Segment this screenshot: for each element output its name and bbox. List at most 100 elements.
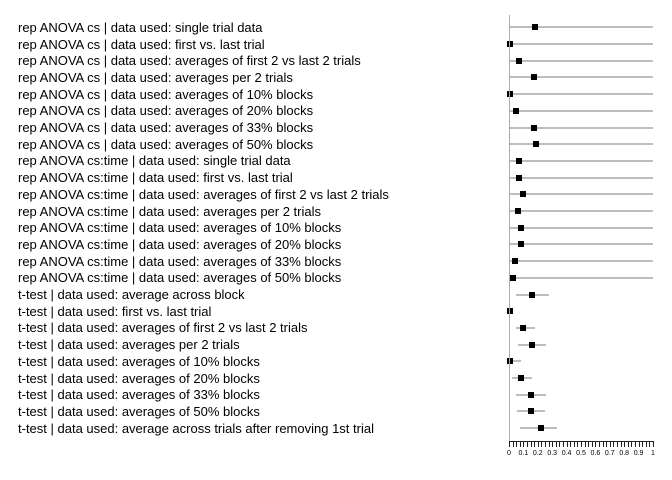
- x-axis-tick: [584, 442, 586, 447]
- data-point-marker: [537, 425, 544, 432]
- x-axis-tick: [653, 442, 654, 447]
- x-axis-tick: [627, 442, 629, 447]
- error-bar: [509, 360, 521, 363]
- data-point-marker: [516, 57, 523, 64]
- error-bar: [509, 226, 653, 229]
- x-axis-tick: [595, 442, 597, 447]
- x-axis-tick: [602, 442, 604, 447]
- row-label: rep ANOVA cs | data used: averages per 2…: [18, 69, 293, 85]
- x-axis-tick: [642, 442, 644, 447]
- error-bar: [509, 143, 653, 146]
- x-axis-tick: [559, 442, 561, 447]
- x-axis-tick: [606, 442, 608, 447]
- data-point-marker: [507, 91, 514, 98]
- data-point-marker: [507, 358, 514, 365]
- x-axis-tick: [530, 442, 532, 447]
- error-bar: [509, 176, 653, 179]
- x-axis-tick-label: 1: [651, 450, 655, 457]
- x-axis-tick: [591, 442, 593, 447]
- x-axis-tick: [635, 442, 636, 447]
- x-axis-tick: [545, 442, 546, 447]
- x-axis-tick: [609, 442, 611, 447]
- row-label: t-test | data used: average across trial…: [18, 420, 374, 436]
- row-label: rep ANOVA cs | data used: first vs. last…: [18, 36, 265, 52]
- x-axis-tick: [624, 442, 626, 447]
- data-point-marker: [531, 124, 538, 131]
- data-point-marker: [528, 391, 535, 398]
- y-axis-line: [509, 15, 510, 441]
- x-axis-tick-label: 0.8: [619, 450, 630, 457]
- x-axis-tick: [509, 442, 510, 447]
- row-label: rep ANOVA cs | data used: averages of 33…: [18, 120, 314, 135]
- error-bar: [509, 243, 653, 246]
- data-point-marker: [516, 157, 523, 164]
- data-point-marker: [513, 107, 520, 114]
- x-axis-tick: [617, 442, 618, 447]
- x-axis-tick: [512, 442, 514, 447]
- error-bar: [509, 159, 653, 162]
- data-point-marker: [529, 291, 536, 298]
- error-bar: [509, 126, 653, 129]
- x-axis-tick: [599, 442, 600, 447]
- row-label: rep ANOVA cs | data used: averages of fi…: [18, 53, 361, 69]
- data-point-marker: [517, 375, 524, 381]
- x-axis-tick: [516, 442, 518, 447]
- row-label: rep ANOVA cs:time | data used: first vs.…: [18, 170, 293, 186]
- x-axis-tick: [563, 442, 564, 447]
- x-axis-tick: [534, 442, 536, 447]
- row-label: rep ANOVA cs:time | data used: averages …: [18, 220, 342, 236]
- data-point-marker: [518, 224, 525, 231]
- data-point-marker: [532, 141, 539, 148]
- error-bar: [509, 59, 653, 62]
- x-axis-tick-label: 0.6: [590, 450, 601, 457]
- x-axis-tick: [573, 442, 575, 447]
- error-bar: [509, 76, 653, 79]
- x-axis-line: [509, 441, 654, 442]
- row-label: t-test | data used: averages of 33% bloc…: [18, 387, 260, 403]
- error-bar: [509, 26, 653, 29]
- x-axis-tick: [537, 442, 539, 447]
- x-axis-tick: [548, 442, 550, 447]
- row-label: rep ANOVA cs:time | data used: averages …: [18, 186, 389, 202]
- row-label: rep ANOVA cs | data used: averages of 50…: [18, 136, 314, 152]
- row-label: t-test | data used: averages of 20% bloc…: [18, 370, 260, 386]
- x-axis-tick: [631, 442, 633, 447]
- x-axis-tick: [577, 442, 579, 447]
- x-axis-tick: [519, 442, 521, 447]
- data-point-marker: [520, 324, 527, 331]
- x-axis-tick: [649, 442, 651, 447]
- row-label: rep ANOVA cs:time | data used: averages …: [18, 270, 342, 286]
- data-point-marker: [529, 341, 536, 348]
- x-axis-tick-label: 0: [507, 450, 511, 457]
- x-axis-tick-label: 0.1: [518, 450, 529, 457]
- x-axis-tick-label: 0.3: [547, 450, 558, 457]
- x-axis-tick: [566, 442, 568, 447]
- x-axis-tick: [552, 442, 554, 447]
- x-axis-tick: [638, 442, 640, 447]
- data-point-marker: [510, 274, 517, 281]
- x-axis-tick: [613, 442, 615, 447]
- row-label: rep ANOVA cs:time | data used: averages …: [18, 236, 342, 252]
- x-axis-tick-label: 0.5: [576, 450, 586, 457]
- x-axis-tick: [588, 442, 590, 447]
- error-bar: [509, 43, 653, 45]
- data-point-marker: [531, 24, 538, 31]
- data-point-marker: [531, 74, 538, 81]
- error-bar: [509, 260, 653, 263]
- error-bar: [509, 276, 653, 279]
- row-label: t-test | data used: averages per 2 trial…: [18, 337, 240, 353]
- x-axis-tick-label: 0.4: [561, 450, 572, 457]
- x-axis-tick: [645, 442, 647, 447]
- row-label: rep ANOVA cs:time | data used: averages …: [18, 203, 322, 219]
- row-label: rep ANOVA cs:time | data used: single tr…: [18, 153, 291, 169]
- x-axis-tick: [523, 442, 525, 447]
- x-axis-tick: [527, 442, 528, 447]
- x-axis-tick-label: 0.9: [633, 450, 644, 457]
- data-point-marker: [514, 208, 521, 214]
- error-bar: [509, 93, 653, 96]
- x-axis-tick-label: 0.2: [532, 450, 543, 457]
- x-axis-tick: [620, 442, 622, 447]
- error-bar: [509, 210, 653, 212]
- row-label: rep ANOVA cs | data used: averages of 10…: [18, 86, 314, 102]
